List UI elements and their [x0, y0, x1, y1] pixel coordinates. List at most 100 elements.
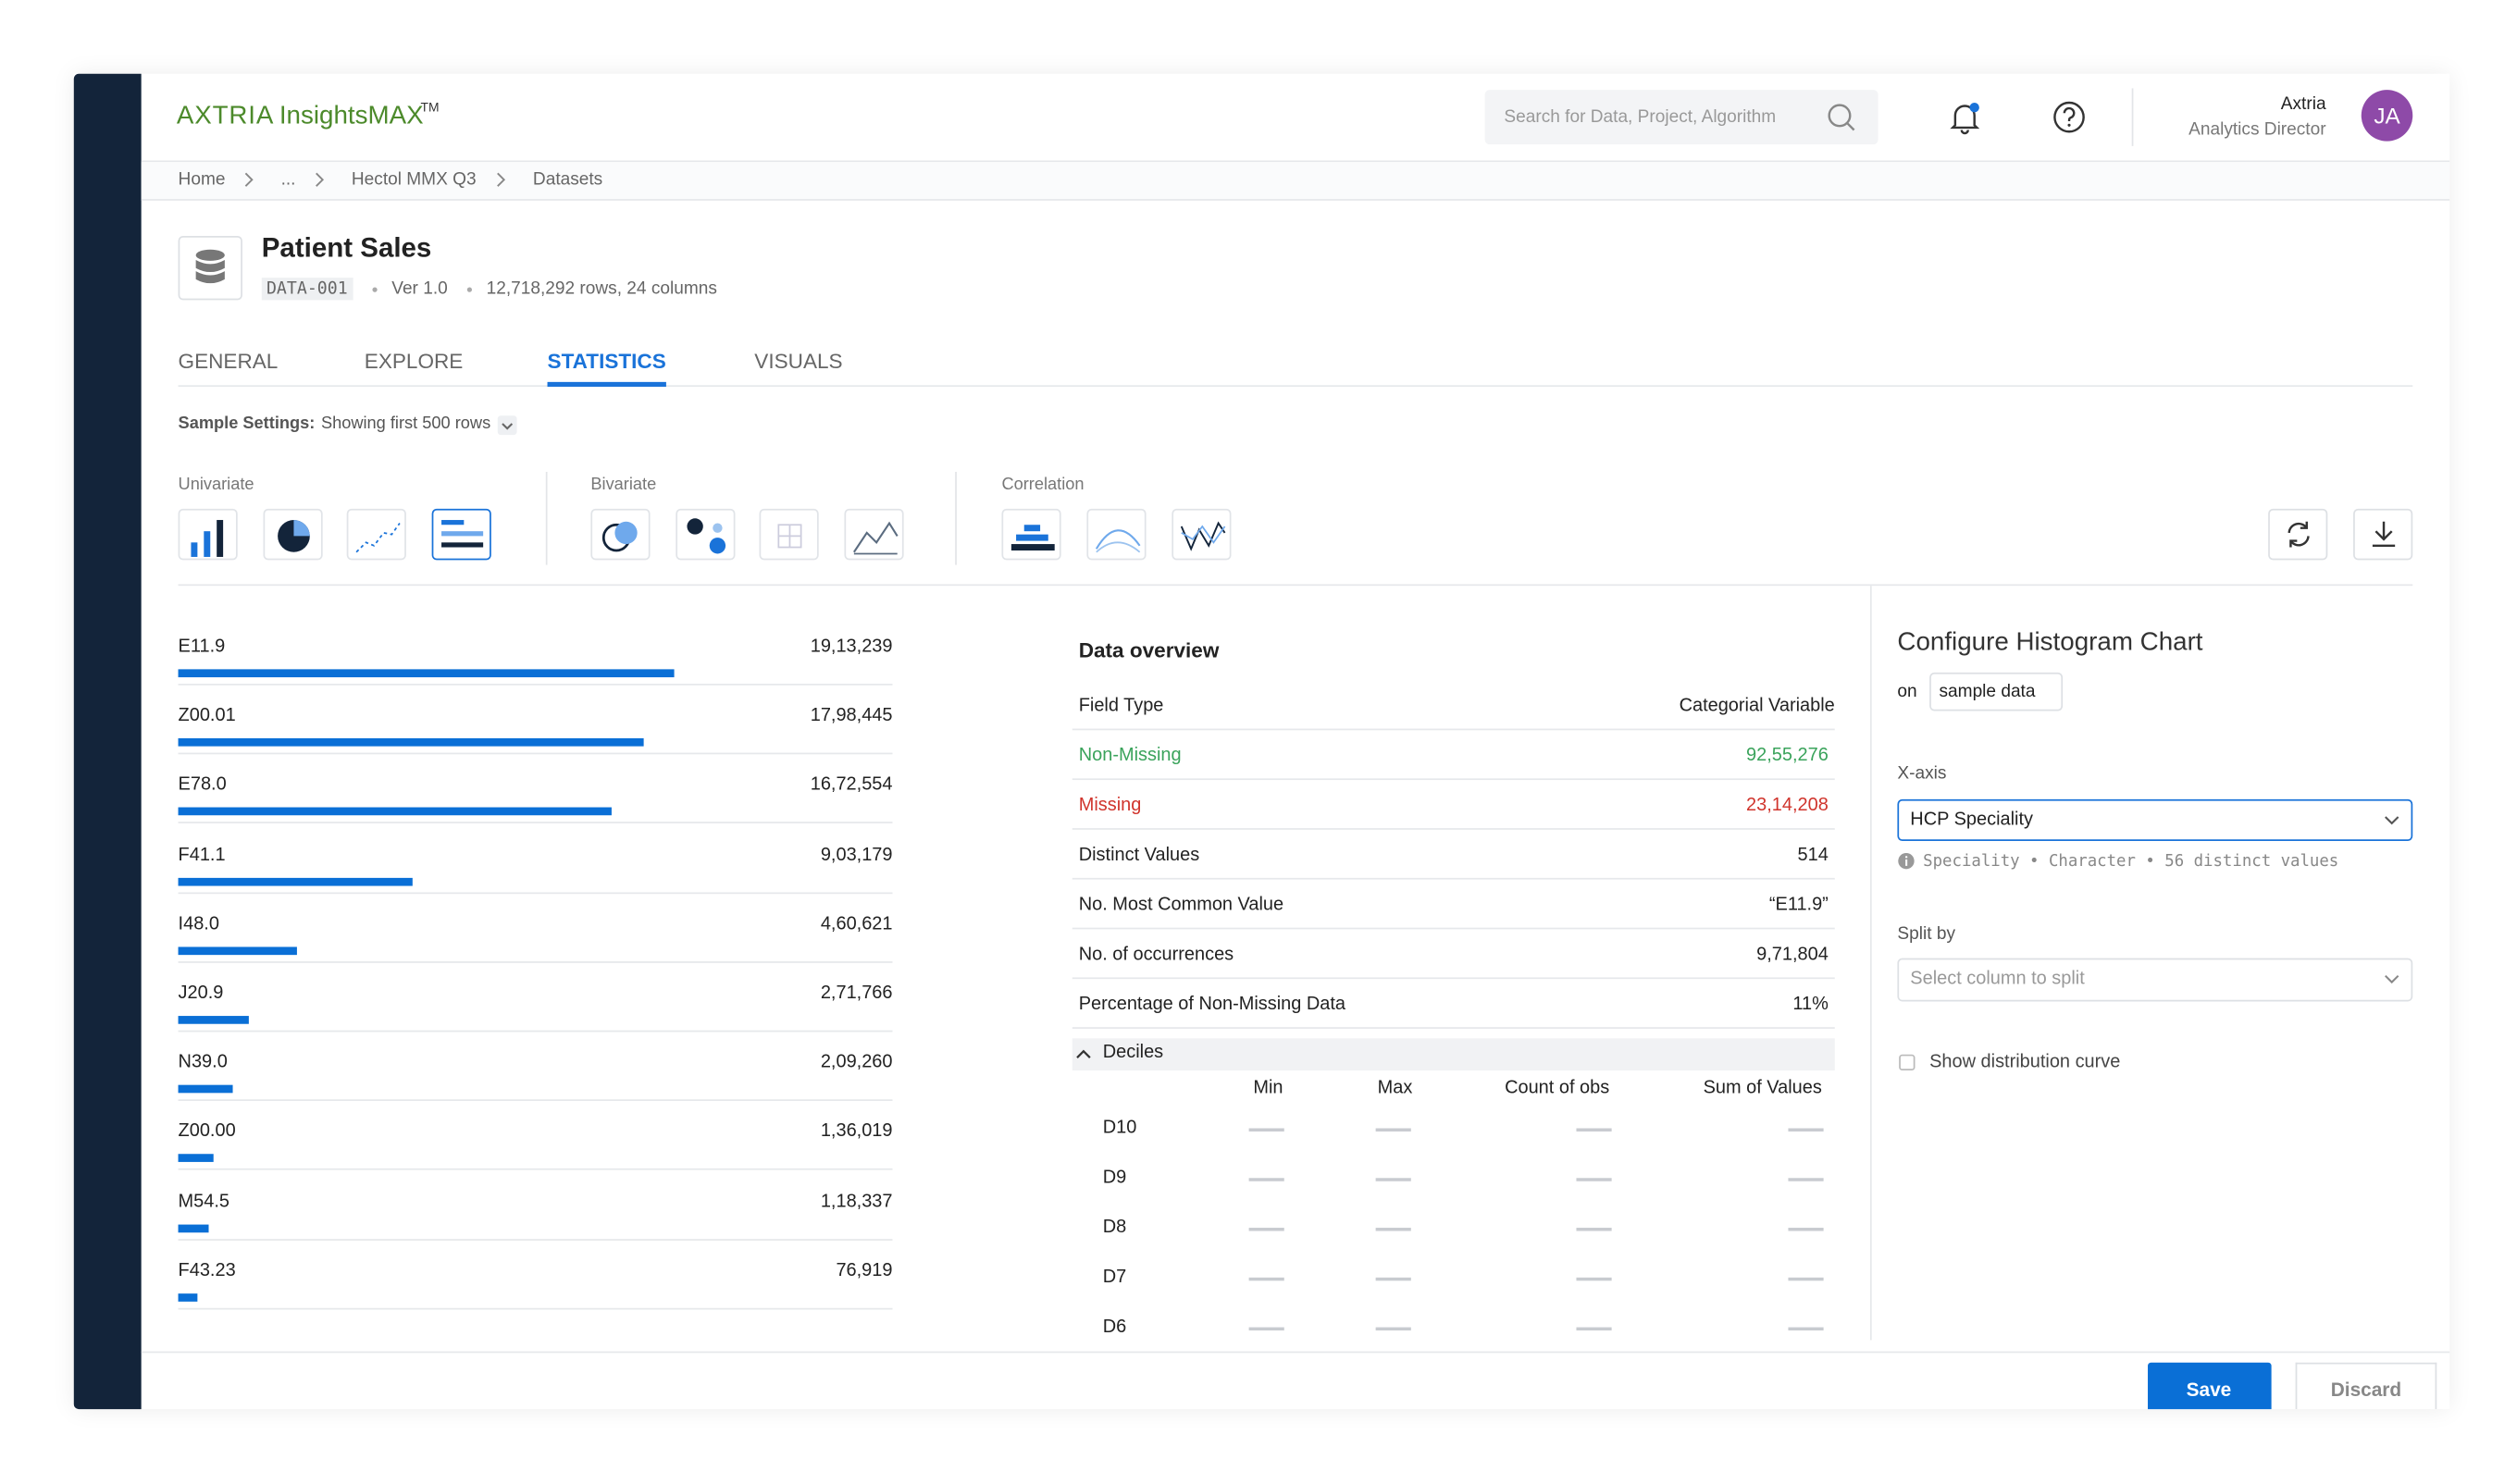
chart-type-button[interactable] [263, 509, 322, 561]
chart-type-button[interactable] [1172, 509, 1231, 561]
empty-value-dash [1788, 1278, 1823, 1280]
category-value: 1,18,337 [821, 1192, 893, 1211]
sidebar [74, 74, 142, 1409]
breadcrumb-item[interactable]: Datasets [533, 170, 602, 190]
chart-type-button[interactable] [1086, 509, 1146, 561]
empty-value-dash [1249, 1178, 1284, 1181]
search-icon[interactable] [1825, 101, 1857, 133]
tab[interactable]: GENERAL [179, 349, 279, 373]
breadcrumb-item[interactable]: Home [179, 170, 226, 190]
breadcrumb-item[interactable]: ... [281, 170, 296, 190]
logo-brand: AXTRIA [177, 103, 274, 131]
row-divider [179, 961, 893, 963]
breadcrumb-item[interactable]: Hectol MMX Q3 [352, 170, 477, 190]
breadcrumb-bar [142, 162, 2449, 201]
decile-label: D6 [1103, 1317, 1127, 1337]
category-value: 1,36,019 [821, 1122, 893, 1142]
row-divider [179, 1169, 893, 1171]
logo-product: InsightsMAX [279, 103, 424, 131]
tab[interactable]: EXPLORE [365, 349, 464, 373]
empty-value-dash [1376, 1178, 1411, 1181]
chart-type-button[interactable] [432, 509, 491, 561]
category-value: 17,98,445 [811, 707, 893, 726]
config-curve-label: Show distribution curve [1929, 1053, 2120, 1072]
tab[interactable]: VISUALS [754, 349, 842, 373]
frequency-bar [179, 946, 298, 955]
frequency-bar [179, 877, 413, 885]
empty-value-dash [1249, 1228, 1284, 1230]
category-value: 76,919 [836, 1261, 892, 1280]
overview-value: “E11.9” [1769, 896, 1829, 915]
decile-label: D9 [1103, 1169, 1127, 1188]
overview-value: 514 [1798, 846, 1829, 865]
dot-separator [372, 288, 377, 292]
dropdown-icon[interactable] [496, 414, 518, 437]
overview-value: 92,55,276 [1746, 747, 1829, 766]
section-divider [179, 584, 2413, 586]
category-label: M54.5 [179, 1192, 229, 1211]
overview-key: Distinct Values [1079, 846, 1199, 865]
category-value: 2,71,766 [821, 983, 893, 1003]
help-icon[interactable] [2052, 100, 2087, 135]
row-divider [1073, 878, 1835, 880]
config-on-label: on [1897, 682, 1916, 701]
overview-value: Categorial Variable [1680, 697, 1835, 716]
empty-value-dash [1788, 1178, 1823, 1181]
config-split-label: Split by [1897, 924, 1955, 944]
group-separator [546, 472, 548, 565]
chart-type-button[interactable] [844, 509, 903, 561]
empty-value-dash [1249, 1328, 1284, 1330]
category-label: Z00.00 [179, 1122, 236, 1142]
overview-value: 9,71,804 [1756, 946, 1829, 965]
tabs-divider [179, 385, 2413, 387]
empty-value-dash [1576, 1228, 1611, 1230]
config-split-placeholder: Select column to split [1910, 970, 2085, 989]
chart-type-button[interactable] [347, 509, 406, 561]
category-label: F41.1 [179, 845, 226, 864]
tab[interactable]: STATISTICS [548, 349, 666, 373]
checkbox[interactable] [1899, 1055, 1915, 1070]
empty-value-dash [1249, 1278, 1284, 1280]
decile-label: D7 [1103, 1268, 1127, 1287]
category-label: J20.9 [179, 983, 224, 1003]
dot-separator [467, 288, 472, 292]
chart-type-button[interactable] [590, 509, 650, 561]
row-divider [179, 892, 893, 894]
frequency-bar [179, 1155, 214, 1163]
overview-key: No. of occurrences [1079, 946, 1234, 965]
overview-key: Field Type [1079, 697, 1164, 716]
row-divider [179, 753, 893, 755]
collapse-icon[interactable] [1074, 1045, 1094, 1064]
category-label: F43.23 [179, 1261, 236, 1280]
chart-group-label: Bivariate [590, 475, 656, 494]
row-divider [1073, 977, 1835, 979]
empty-value-dash [1576, 1178, 1611, 1181]
chart-type-button[interactable] [179, 509, 238, 561]
config-xaxis-hint: Speciality • Character • 56 distinct val… [1923, 853, 2338, 871]
chart-type-button[interactable] [1001, 509, 1060, 561]
panel-divider [1870, 586, 1872, 1340]
empty-value-dash [1376, 1278, 1411, 1280]
breadcrumb-separator [313, 172, 326, 188]
sample-settings-value: Showing first 500 rows [321, 414, 490, 434]
avatar-initials: JA [2374, 103, 2399, 129]
notification-icon[interactable] [1947, 100, 1982, 135]
empty-value-dash [1788, 1228, 1823, 1230]
refresh-icon [2283, 518, 2315, 550]
category-label: E78.0 [179, 776, 227, 796]
chart-type-button[interactable] [760, 509, 819, 561]
category-value: 2,09,260 [821, 1053, 893, 1072]
frequency-bar [179, 1293, 199, 1302]
category-value: 19,13,239 [811, 637, 893, 657]
decile-label: D10 [1103, 1119, 1137, 1138]
empty-value-dash [1788, 1328, 1823, 1330]
empty-value-dash [1788, 1128, 1823, 1131]
chart-type-button[interactable] [676, 509, 735, 561]
row-divider [179, 1100, 893, 1102]
dataset-id: DATA-001 [262, 278, 353, 300]
config-xaxis-value: HCP Speciality [1910, 810, 2033, 830]
row-divider [179, 1031, 893, 1033]
row-divider [1073, 928, 1835, 930]
deciles-title: Deciles [1103, 1044, 1163, 1063]
deciles-column: Min [1253, 1079, 1283, 1098]
